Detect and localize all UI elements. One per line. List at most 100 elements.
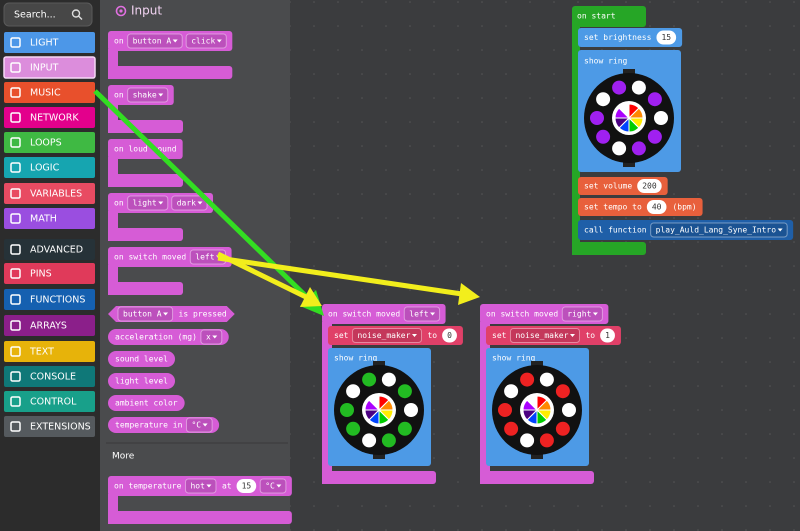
toolbox-category[interactable] [4, 391, 95, 412]
number-input[interactable] [637, 179, 662, 193]
dropdown-value[interactable]: noise_maker [357, 331, 410, 340]
dropdown[interactable] [127, 33, 183, 49]
category-label[interactable]: VARIABLES [30, 189, 82, 200]
reporter-block[interactable] [108, 417, 220, 433]
dropdown-value[interactable]: button A [123, 310, 162, 319]
reporter-block[interactable] [108, 329, 229, 345]
number-input[interactable] [656, 30, 677, 45]
toolbox-category[interactable] [4, 315, 95, 336]
event-block[interactable] [108, 31, 233, 51]
number-input[interactable] [236, 479, 257, 493]
category-label[interactable]: ADVANCED [30, 245, 83, 256]
toolbox-category[interactable] [4, 341, 95, 362]
toolbox-category[interactable] [4, 157, 95, 178]
dropdown[interactable] [184, 478, 217, 494]
dropdown[interactable] [185, 417, 213, 433]
category-label[interactable]: PINS [30, 269, 52, 280]
dropdown-value[interactable]: light [133, 199, 157, 208]
category-label[interactable]: FUNCTIONS [30, 295, 85, 306]
event-block[interactable] [480, 304, 609, 324]
dropdown[interactable] [185, 33, 227, 49]
number-input[interactable] [646, 200, 667, 214]
dropdown[interactable] [351, 328, 422, 343]
category-icon [10, 346, 21, 357]
dropdown-value[interactable]: °C [191, 421, 201, 430]
dropdown-value[interactable]: right [567, 310, 591, 319]
statement-block[interactable] [578, 198, 703, 216]
statement-block[interactable] [578, 28, 683, 47]
number-value[interactable]: 0 [447, 331, 452, 340]
set-block[interactable] [328, 326, 463, 345]
toolbox-category[interactable] [3, 56, 96, 79]
toolbox-category[interactable] [4, 82, 95, 103]
number-input[interactable] [600, 328, 615, 343]
category-label[interactable]: MATH [30, 214, 57, 225]
on-start-block[interactable] [572, 6, 646, 27]
dropdown[interactable] [650, 222, 788, 238]
dropdown-arrow [777, 228, 783, 232]
block-text: on switch moved [328, 310, 400, 319]
category-label[interactable]: CONTROL [30, 397, 77, 408]
toolbox-category[interactable] [4, 107, 95, 128]
dropdown-value[interactable]: click [191, 37, 215, 46]
toolbox-category[interactable] [4, 263, 95, 284]
event-block[interactable] [108, 85, 174, 105]
dropdown-value[interactable]: °C [265, 482, 275, 491]
dropdown[interactable] [561, 306, 603, 322]
category-label[interactable]: INPUT [30, 63, 59, 74]
toolbox-category[interactable] [4, 208, 95, 229]
number-value[interactable]: 200 [642, 182, 657, 191]
reporter-block[interactable] [108, 373, 176, 389]
dropdown[interactable] [403, 306, 441, 322]
toolbox-category[interactable] [4, 32, 95, 53]
toolbox-category[interactable] [4, 416, 95, 437]
toolbox-category[interactable] [4, 132, 95, 153]
reporter-block[interactable] [108, 395, 185, 411]
event-block[interactable] [108, 247, 232, 267]
category-label[interactable]: LOGIC [30, 163, 60, 174]
more-label[interactable]: More [112, 452, 135, 462]
dropdown[interactable] [117, 306, 174, 322]
statement-block[interactable] [578, 220, 794, 240]
search-placeholder[interactable]: Search... [14, 10, 56, 21]
dropdown[interactable] [127, 195, 169, 211]
block-text: show ring [334, 354, 378, 363]
category-label[interactable]: TEXT [29, 347, 54, 358]
event-block[interactable] [322, 304, 446, 324]
number-value[interactable]: 40 [652, 203, 662, 212]
dropdown[interactable] [509, 328, 580, 343]
event-block[interactable] [108, 139, 183, 159]
number-value[interactable]: 15 [661, 33, 671, 42]
dropdown-value[interactable]: left [195, 253, 214, 262]
toolbox-category[interactable] [4, 366, 95, 387]
number-value[interactable]: 1 [605, 331, 610, 340]
boolean-block[interactable] [108, 306, 235, 322]
category-label[interactable]: LIGHT [30, 38, 59, 49]
dropdown-value[interactable]: noise_maker [515, 331, 568, 340]
number-input[interactable] [442, 328, 457, 343]
toolbox-category[interactable] [4, 183, 95, 204]
category-label[interactable]: CONSOLE [30, 372, 76, 383]
dropdown-value[interactable]: shake [133, 91, 157, 100]
category-label[interactable]: MUSIC [30, 88, 61, 99]
toolbox-category[interactable] [4, 239, 95, 260]
ring-wheel [526, 395, 538, 412]
dropdown-value[interactable]: left [409, 310, 428, 319]
number-value[interactable]: 15 [242, 482, 252, 491]
ring-pixel [647, 129, 662, 144]
category-label[interactable]: ARRAYS [30, 321, 67, 332]
dropdown[interactable] [127, 87, 169, 103]
dropdown-value[interactable]: hot [190, 482, 205, 491]
dropdown-value[interactable]: button A [133, 37, 172, 46]
dropdown-value[interactable]: dark [177, 199, 196, 208]
dropdown-value[interactable]: x [206, 333, 211, 342]
dropdown-value[interactable]: play_Auld_Lang_Syne_Intro [656, 226, 777, 235]
category-label[interactable]: EXTENSIONS [30, 422, 91, 433]
category-label[interactable]: LOOPS [30, 138, 62, 149]
toolbox-category[interactable] [4, 289, 95, 310]
category-label[interactable]: NETWORK [30, 113, 79, 124]
set-block[interactable] [486, 326, 621, 345]
reporter-block[interactable] [108, 351, 176, 367]
dropdown[interactable] [200, 329, 223, 345]
dropdown[interactable] [259, 478, 287, 494]
